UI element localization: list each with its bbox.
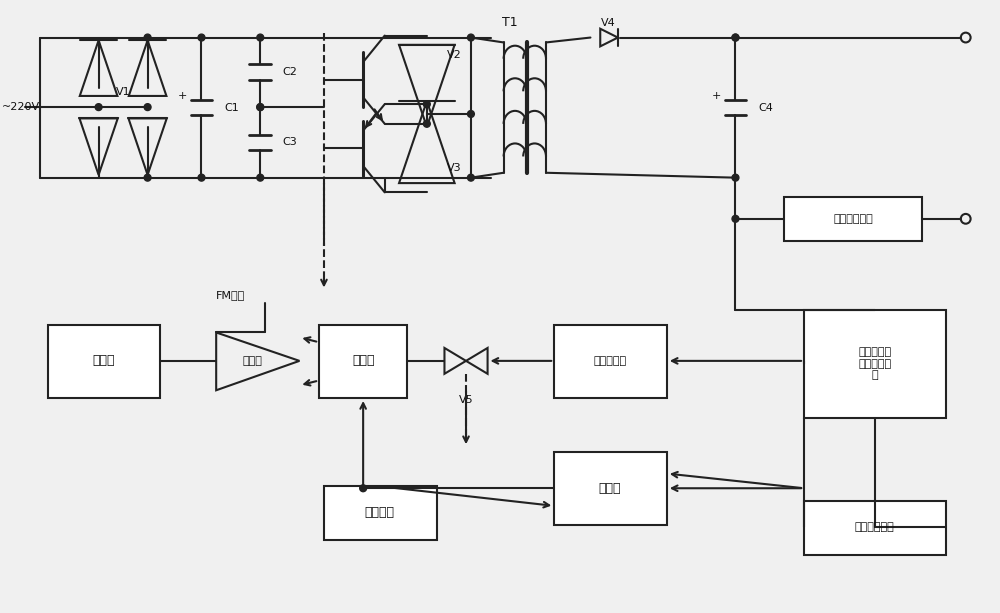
Circle shape — [257, 104, 264, 110]
Circle shape — [732, 215, 739, 223]
Circle shape — [95, 104, 102, 110]
Circle shape — [732, 174, 739, 181]
Bar — [804, 310, 946, 417]
Text: ~220V: ~220V — [2, 102, 40, 112]
Text: V2: V2 — [446, 50, 461, 60]
Text: V5: V5 — [459, 395, 473, 405]
Circle shape — [144, 104, 151, 110]
Bar — [554, 325, 667, 398]
Text: 电流取样电阻: 电流取样电阻 — [833, 214, 873, 224]
Text: V3: V3 — [446, 163, 461, 173]
Text: T1: T1 — [502, 16, 518, 29]
Circle shape — [144, 174, 151, 181]
Circle shape — [257, 104, 264, 110]
Text: V1: V1 — [116, 88, 130, 97]
Text: 电流预置: 电流预置 — [365, 506, 395, 519]
Text: FM信号: FM信号 — [216, 290, 246, 300]
Text: 放大器: 放大器 — [242, 356, 262, 366]
Circle shape — [257, 34, 264, 41]
Circle shape — [198, 174, 205, 181]
Bar — [324, 486, 437, 540]
Text: C1: C1 — [224, 102, 239, 113]
Circle shape — [467, 34, 474, 41]
Circle shape — [360, 485, 367, 492]
Bar — [804, 501, 946, 555]
Text: 控制器: 控制器 — [92, 354, 115, 367]
Circle shape — [732, 34, 739, 41]
Text: 磁控管平均
电流取样电
路: 磁控管平均 电流取样电 路 — [858, 347, 891, 381]
Circle shape — [467, 110, 474, 118]
Text: C3: C3 — [283, 137, 298, 147]
Circle shape — [423, 101, 430, 108]
Text: 全通灯丝预置: 全通灯丝预置 — [855, 522, 894, 533]
Text: +: + — [178, 91, 188, 101]
Text: C2: C2 — [283, 67, 298, 77]
Bar — [319, 325, 407, 398]
Circle shape — [198, 34, 205, 41]
Circle shape — [144, 34, 151, 41]
Circle shape — [467, 174, 474, 181]
Bar — [554, 452, 667, 525]
Bar — [784, 197, 922, 242]
Text: 加法器: 加法器 — [352, 354, 374, 367]
Text: +: + — [712, 91, 722, 101]
Circle shape — [257, 174, 264, 181]
Text: 比较器: 比较器 — [599, 482, 621, 495]
Text: 运算放大器: 运算放大器 — [593, 356, 627, 366]
Bar — [48, 325, 160, 398]
Text: V4: V4 — [601, 18, 615, 28]
Circle shape — [732, 34, 739, 41]
Text: C4: C4 — [758, 102, 773, 113]
Circle shape — [423, 120, 430, 128]
